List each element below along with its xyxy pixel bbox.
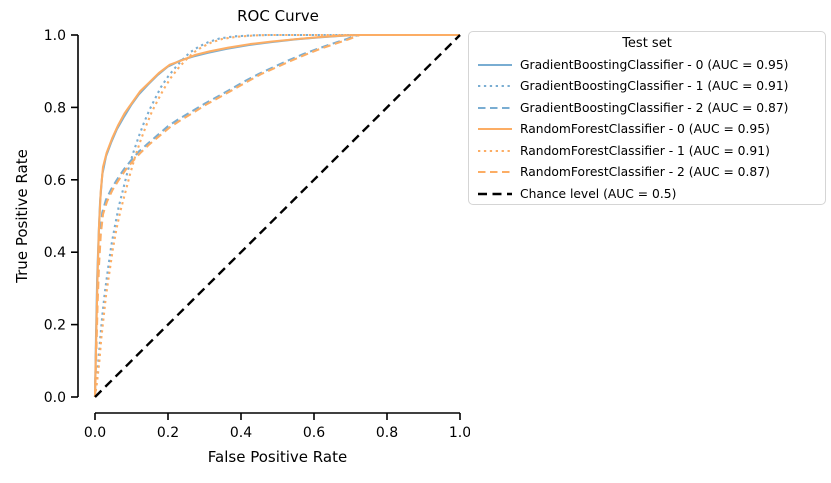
legend-title: Test set <box>622 36 672 51</box>
x-tick-label: 0.0 <box>84 425 106 441</box>
legend-label: GradientBoostingClassifier - 0 (AUC = 0.… <box>520 57 789 72</box>
y-tick-label: 0.8 <box>44 100 66 116</box>
legend-line-sample-dashed <box>478 106 512 109</box>
x-axis-label: False Positive Rate <box>207 448 348 466</box>
y-tick-label: 0.4 <box>44 245 66 261</box>
legend-item-randomforest-0: RandomForestClassifier - 0 (AUC = 0.95) <box>477 119 817 141</box>
legend-label: Chance level (AUC = 0.5) <box>520 186 677 201</box>
roc-curve-randomforest-1 <box>93 33 460 398</box>
roc-curve-randomforest-2 <box>93 33 460 398</box>
legend-line-sample-dotted <box>478 149 512 152</box>
legend-label: RandomForestClassifier - 2 (AUC = 0.87) <box>520 165 770 180</box>
legend-item-gradientboosting-0: GradientBoostingClassifier - 0 (AUC = 0.… <box>477 54 817 76</box>
legend-label: RandomForestClassifier - 0 (AUC = 0.95) <box>520 122 770 137</box>
legend-item-randomforest-1: RandomForestClassifier - 1 (AUC = 0.91) <box>477 140 817 162</box>
legend-line-sample-dashed <box>478 171 512 174</box>
legend-items: GradientBoostingClassifier - 0 (AUC = 0.… <box>477 54 817 205</box>
legend: Test set GradientBoostingClassifier - 0 … <box>468 31 826 205</box>
x-tick-label: 0.8 <box>376 425 398 441</box>
legend-label: GradientBoostingClassifier - 2 (AUC = 0.… <box>520 100 789 115</box>
x-tick-label: 0.6 <box>303 425 325 441</box>
legend-line-sample-dotted <box>478 85 512 88</box>
legend-line-sample-solid <box>478 63 512 66</box>
x-tick-label: 0.2 <box>157 425 179 441</box>
y-tick-label: 0.2 <box>44 318 66 334</box>
legend-item-gradientboosting-2: GradientBoostingClassifier - 2 (AUC = 0.… <box>477 97 817 119</box>
roc-curve-randomforest-0 <box>93 33 460 398</box>
legend-label: GradientBoostingClassifier - 1 (AUC = 0.… <box>520 79 789 94</box>
roc-plot-area: 0.0 0.2 0.4 0.6 0.8 1.0 0.0 0.2 0.4 0.6 0.8 1.0 <box>44 28 470 441</box>
chart-title: ROC Curve <box>237 7 319 25</box>
legend-item-randomforest-2: RandomForestClassifier - 2 (AUC = 0.87) <box>477 162 817 184</box>
legend-line-sample-chance-dashed <box>478 192 512 195</box>
roc-curve-chance <box>94 34 461 398</box>
y-tick-label: 1.0 <box>44 28 66 44</box>
y-axis-label: True Positive Rate <box>13 149 31 283</box>
x-tick-label: 1.0 <box>449 425 470 441</box>
legend-label: RandomForestClassifier - 1 (AUC = 0.91) <box>520 143 770 158</box>
legend-item-chance: Chance level (AUC = 0.5) <box>477 183 817 205</box>
legend-item-gradientboosting-1: GradientBoostingClassifier - 1 (AUC = 0.… <box>477 76 817 98</box>
y-tick-label: 0.0 <box>44 390 66 406</box>
legend-line-sample-solid <box>478 128 512 131</box>
x-tick-label: 0.4 <box>230 425 252 441</box>
y-tick-label: 0.6 <box>44 173 66 189</box>
